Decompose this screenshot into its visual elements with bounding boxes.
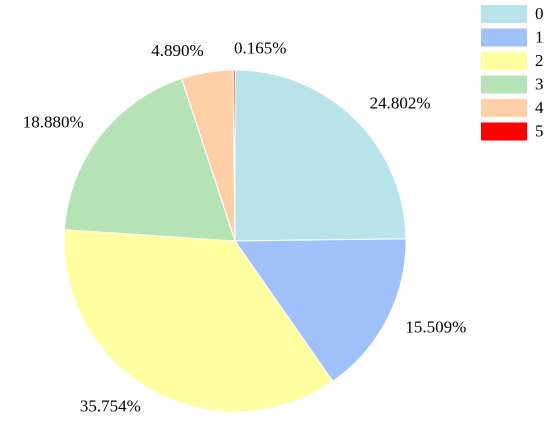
legend-swatch [481,75,527,94]
legend-swatch [481,5,527,23]
legend-label: 3 [535,74,544,93]
pie-slice [234,238,407,382]
legend-label: 0 [535,4,544,23]
legend-swatch [481,122,527,141]
slice-label: 35.754% [80,397,141,416]
slice-label: 18.880% [23,112,84,131]
pie-slice [232,69,236,242]
legend-label: 5 [535,121,544,140]
pie-slice [63,77,236,242]
legend-label: 2 [535,51,544,70]
legend-swatch [481,99,527,117]
pie-slice [234,69,407,242]
slice-label: 0.165% [234,38,286,57]
slice-label: 15.509% [405,317,466,336]
slice-label: 24.802% [370,94,431,113]
slice-label: 4.890% [151,41,203,60]
legend-label: 1 [535,27,544,46]
legend-label: 4 [535,98,544,117]
legend-swatch [481,52,527,70]
pie-slice [63,229,334,413]
legend-swatch [481,28,527,47]
